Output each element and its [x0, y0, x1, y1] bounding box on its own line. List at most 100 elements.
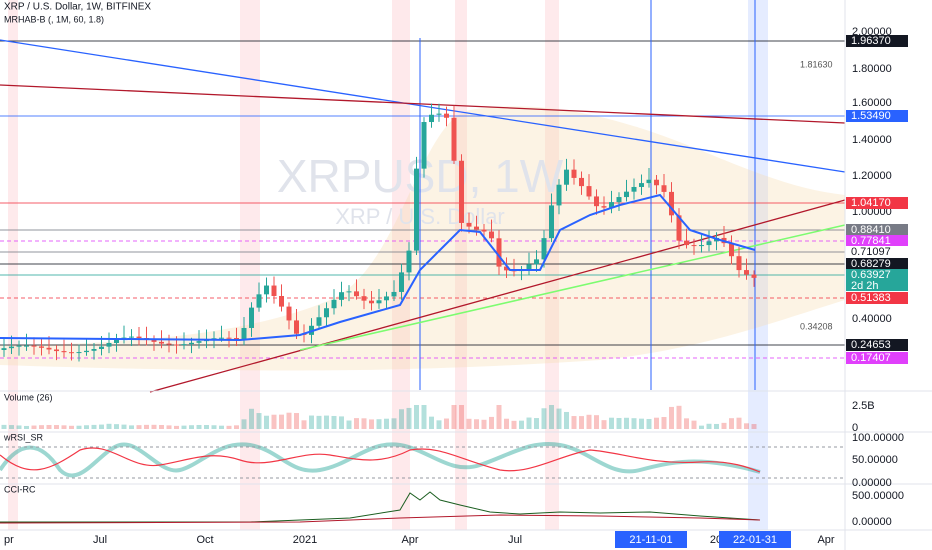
volume-bar — [586, 414, 592, 429]
candle-body — [39, 346, 44, 348]
candle-body — [114, 339, 119, 343]
volume-bar — [361, 418, 367, 429]
volume-bar — [226, 425, 232, 429]
volume-bar — [196, 424, 202, 429]
price-label-box — [846, 246, 908, 258]
candle-body — [571, 169, 577, 178]
time-marker: 21-11-01 — [629, 534, 672, 546]
volume-bar — [129, 425, 134, 429]
price-label: 0.68279 — [851, 258, 891, 270]
candle-body — [481, 229, 487, 232]
price-tick-label: 0.40000 — [852, 313, 892, 325]
candle-body — [189, 342, 194, 345]
candle-body — [736, 256, 742, 271]
volume-bar — [211, 425, 217, 429]
volume-bar — [61, 425, 67, 429]
volume-bar — [316, 415, 322, 429]
volume-bar — [286, 412, 292, 429]
candle-body — [324, 308, 329, 318]
volume-bar — [699, 425, 704, 429]
cloud — [0, 106, 845, 371]
candle-body — [196, 341, 202, 343]
wrsi-line — [0, 442, 761, 478]
price-label: 1.53490 — [851, 110, 891, 122]
axis-labels: 2.000001.800001.600001.400001.200001.000… — [3, 26, 908, 548]
candle-body — [631, 186, 637, 192]
candle-body — [129, 336, 134, 338]
time-marker-box — [719, 531, 791, 548]
volume-bar — [391, 418, 397, 429]
volume-bar — [466, 418, 472, 429]
candle-body — [609, 202, 614, 208]
pane-tick-label: 2.5B — [852, 400, 875, 412]
candle-body — [391, 291, 397, 297]
volume-bar — [331, 415, 337, 429]
volume-bar — [9, 425, 14, 429]
candle-body — [249, 307, 254, 328]
candle-body — [339, 292, 344, 300]
price-label-box — [846, 110, 908, 122]
symbol-title: XRP / U.S. Dollar, 1W, BITFINEX — [4, 2, 151, 13]
volume-bar — [421, 405, 427, 429]
price-label-box — [846, 292, 908, 304]
candle-body — [579, 177, 584, 187]
volume-bar — [354, 418, 359, 429]
candle-body — [136, 336, 142, 339]
volume-bar — [151, 424, 157, 429]
volume-bar — [1, 424, 7, 429]
cci-line — [0, 491, 761, 523]
volume-bar — [684, 418, 689, 429]
candle-body — [421, 122, 427, 169]
volume-bar — [76, 425, 82, 429]
candle-body — [399, 272, 404, 292]
candle-body — [241, 327, 247, 340]
candle-body — [294, 320, 299, 334]
volume-bar — [526, 417, 532, 429]
candle-body — [354, 291, 359, 297]
pane-tick-label: 500.00000 — [852, 490, 904, 502]
volume-bar — [121, 424, 127, 429]
candle-body — [219, 337, 224, 339]
candle-body — [24, 345, 29, 347]
volume-bar — [376, 419, 382, 429]
volume-bar — [624, 417, 629, 429]
candle-body — [151, 339, 157, 342]
time-label: pr — [4, 534, 14, 546]
pane-title: CCI-RC — [4, 484, 36, 494]
candle-body — [279, 295, 284, 307]
pane-tick-label: 0 — [852, 422, 858, 434]
time-label: 2021 — [293, 534, 317, 546]
pane-tick-label: 0.00000 — [852, 516, 892, 528]
volume-bar — [496, 405, 502, 429]
candle-body — [639, 183, 644, 187]
price-label: 0.63927 — [851, 269, 891, 281]
candle-body — [451, 117, 457, 161]
candle-body — [459, 160, 464, 223]
volume-bar — [369, 419, 374, 429]
volume-bar — [339, 416, 344, 429]
candle-body — [9, 346, 14, 349]
candle-body — [84, 350, 89, 353]
volume-bar — [279, 414, 284, 429]
candle-body — [661, 185, 667, 192]
candle-body — [496, 238, 502, 267]
candle-body — [61, 351, 67, 353]
volume-bar — [324, 415, 329, 429]
volume-bar — [676, 405, 682, 429]
candle-body — [556, 184, 562, 206]
volume-bar — [414, 405, 419, 429]
volume-bar — [114, 424, 119, 429]
price-label: 0.24653 — [851, 339, 891, 351]
volume-bar — [294, 413, 299, 429]
volume-bar — [519, 420, 524, 429]
indicator-title: MRHAB-B (, 1M, 60, 1.8) — [4, 14, 104, 24]
volume-bar — [444, 418, 449, 429]
candle-body — [594, 196, 599, 207]
volume-bar — [346, 420, 352, 429]
candle-body — [316, 317, 322, 326]
candle-body — [54, 349, 59, 352]
pane-title: Volume (26) — [4, 392, 53, 402]
price-tick-label: 1.80000 — [852, 63, 892, 75]
candle-body — [744, 270, 749, 275]
candle-body — [406, 250, 412, 273]
